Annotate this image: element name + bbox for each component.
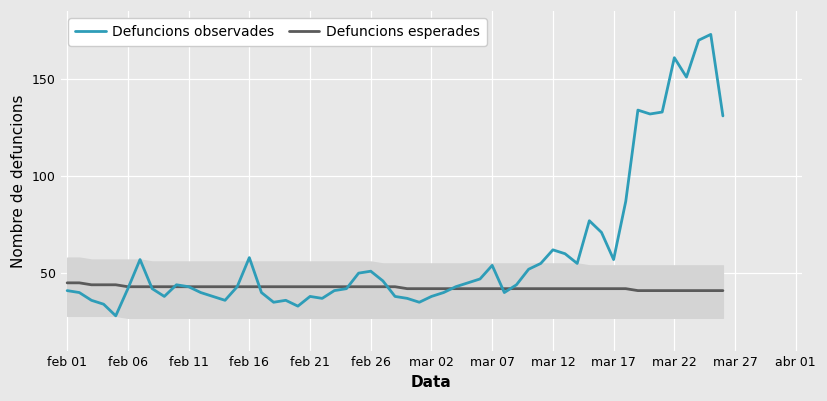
Defuncions observades (693, 38, 703, 43)
Defuncions observades (195, 290, 205, 295)
Defuncions observades (147, 286, 157, 291)
X-axis label: Data: Data (410, 375, 452, 390)
Defuncions observades (717, 113, 727, 118)
Defuncions esperades (62, 280, 72, 285)
Line: Defuncions esperades: Defuncions esperades (67, 283, 722, 291)
Defuncions esperades (657, 288, 667, 293)
Defuncions observades (657, 109, 667, 114)
Defuncions esperades (705, 288, 715, 293)
Defuncions observades (111, 314, 121, 318)
Defuncions esperades (135, 284, 145, 289)
Defuncions esperades (220, 284, 230, 289)
Defuncions esperades (717, 288, 727, 293)
Defuncions observades (62, 288, 72, 293)
Defuncions esperades (304, 284, 314, 289)
Legend: Defuncions observades, Defuncions esperades: Defuncions observades, Defuncions espera… (68, 18, 486, 46)
Defuncions observades (317, 296, 327, 301)
Defuncions observades (232, 284, 241, 289)
Y-axis label: Nombre de defuncions: Nombre de defuncions (11, 94, 26, 268)
Defuncions esperades (632, 288, 642, 293)
Defuncions esperades (184, 284, 194, 289)
Line: Defuncions observades: Defuncions observades (67, 34, 722, 316)
Defuncions observades (705, 32, 715, 37)
